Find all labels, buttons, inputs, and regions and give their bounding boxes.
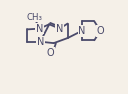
Text: N: N bbox=[78, 26, 86, 36]
Text: N: N bbox=[37, 37, 44, 47]
Text: N: N bbox=[56, 24, 63, 34]
Text: N: N bbox=[36, 24, 43, 34]
Text: O: O bbox=[97, 26, 104, 36]
Text: CH₃: CH₃ bbox=[27, 13, 43, 22]
Text: O: O bbox=[46, 48, 54, 58]
